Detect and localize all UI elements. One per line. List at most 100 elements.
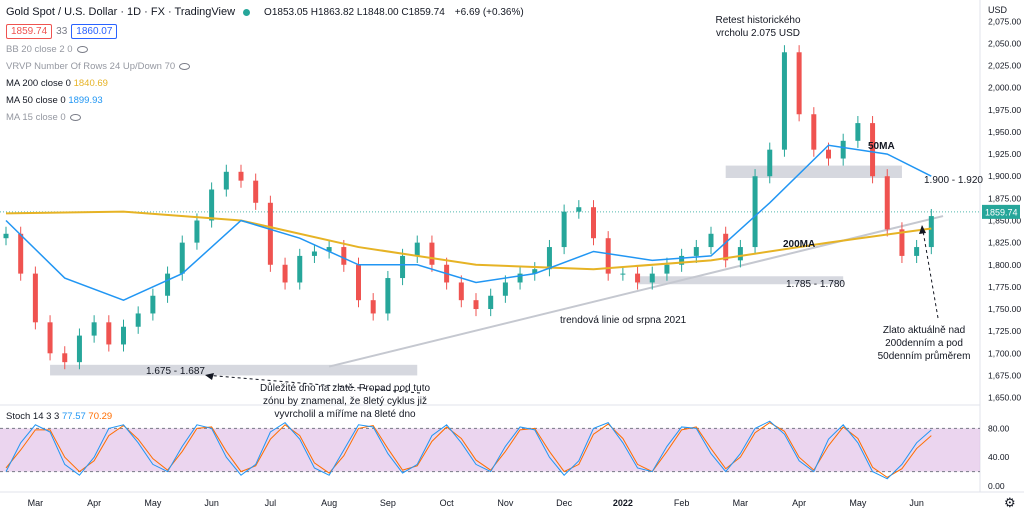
- candle-body: [135, 313, 141, 327]
- ohlc-values: O1853.05 H1863.82 L1848.00 C1859.74: [264, 6, 445, 18]
- currency-label[interactable]: USD: [988, 5, 1008, 15]
- stoch-legend[interactable]: Stoch 14 3 3 77.57 70.29: [6, 411, 112, 422]
- candle-body: [855, 123, 861, 141]
- y-tick-label: 1,700.00: [988, 348, 1021, 358]
- candle-body: [473, 300, 479, 310]
- candle-body: [121, 326, 126, 345]
- candle-body: [546, 247, 552, 270]
- sell-button[interactable]: 1859.74: [6, 24, 53, 39]
- candle-body: [605, 238, 611, 274]
- annotation-right-note: Zlato aktuálně nad 200denním a pod 50den…: [877, 325, 971, 362]
- right-note-arrow: [921, 224, 939, 319]
- stoch-tick-label: 80.00: [988, 423, 1010, 433]
- candle-body: [76, 335, 82, 363]
- candle-body: [194, 220, 200, 243]
- x-tick-label: Mar: [733, 498, 749, 508]
- hidden-eye-icon[interactable]: [69, 113, 81, 121]
- trade-buttons: 1859.74 33 1860.07: [6, 24, 118, 39]
- hidden-eye-icon[interactable]: [179, 62, 191, 70]
- zone-1785-1780: [637, 276, 844, 285]
- candle-body: [297, 255, 303, 283]
- y-tick-label: 1,850.00: [988, 215, 1021, 225]
- y-tick-label: 1,675.00: [988, 370, 1021, 380]
- candle-body: [47, 322, 53, 354]
- candle-body: [414, 242, 420, 256]
- y-tick-label: 1,750.00: [988, 304, 1021, 314]
- ma200-line: [5, 210, 932, 271]
- x-tick-label: Nov: [497, 498, 514, 508]
- indicator-ma15[interactable]: MA 15 close 0: [6, 112, 81, 123]
- indicator-ma15-label: MA 15 close 0: [6, 112, 66, 123]
- gear-icon[interactable]: ⚙: [1004, 495, 1016, 510]
- chart-header: Gold Spot / U.S. Dollar · 1D · FX · Trad…: [0, 0, 980, 130]
- annotation-ma200: 200MA: [783, 239, 816, 250]
- indicator-vrvp[interactable]: VRVP Number Of Rows 24 Up/Down 70: [6, 61, 191, 72]
- candle-body: [752, 176, 758, 248]
- y-tick-label: 2,050.00: [988, 38, 1021, 48]
- candle-body: [679, 255, 685, 265]
- indicator-ma50[interactable]: MA 50 close 0 1899.93: [6, 95, 103, 106]
- candle-body: [165, 273, 171, 296]
- annotation-zone-1900: 1.900 - 1.920: [924, 175, 983, 186]
- stoch-k-line: [5, 420, 932, 480]
- candle-body: [238, 171, 244, 181]
- y-tick-label: 1,650.00: [988, 393, 1021, 403]
- y-tick-label: 1,925.00: [988, 149, 1021, 159]
- x-tick-label: Dec: [556, 498, 573, 508]
- candle-body: [517, 273, 523, 283]
- hidden-eye-icon[interactable]: [76, 45, 88, 53]
- candle-body: [356, 264, 361, 301]
- x-tick-label: Jun: [909, 498, 924, 508]
- candle-body: [502, 282, 508, 296]
- candle-body: [429, 242, 435, 265]
- annotation-bottom-note: Důležité dno na zlatě. Propad pod tuto z…: [259, 383, 431, 420]
- candle-body: [576, 207, 582, 212]
- candle-body: [737, 247, 743, 261]
- candle-body: [840, 140, 846, 159]
- y-tick-label: 1,800.00: [988, 260, 1021, 270]
- candle-body: [928, 216, 934, 248]
- candle-body: [884, 176, 890, 230]
- candle-body: [767, 149, 773, 177]
- candle-body: [458, 282, 464, 301]
- y-tick-label: 1,725.00: [988, 326, 1021, 336]
- candle-body: [326, 247, 332, 252]
- candle-body: [899, 229, 905, 256]
- x-tick-label: May: [144, 498, 162, 508]
- x-tick-label: May: [849, 498, 867, 508]
- annotation-zone-1675: 1.675 - 1.687: [146, 366, 205, 377]
- candle-body: [635, 273, 641, 283]
- candle-body: [311, 251, 317, 256]
- candle-body: [18, 233, 24, 274]
- annotation-retest: Retest historického vrcholu 2.075 USD: [715, 15, 801, 39]
- y-tick-label: 2,075.00: [988, 16, 1021, 26]
- candle-body: [267, 202, 273, 265]
- candle-body: [106, 322, 112, 345]
- stoch-tick-label: 40.00: [988, 452, 1010, 462]
- candle-body: [32, 273, 38, 323]
- candle-body: [620, 273, 626, 275]
- indicator-bb[interactable]: BB 20 close 2 0: [6, 44, 88, 55]
- candle-body: [62, 353, 68, 363]
- indicator-ma200[interactable]: MA 200 close 0 1840.69: [6, 78, 108, 89]
- indicator-ma50-value: 1899.93: [68, 95, 103, 106]
- candle-body: [723, 233, 729, 261]
- y-tick-label: 1,950.00: [988, 127, 1021, 137]
- buy-button[interactable]: 1860.07: [71, 24, 118, 39]
- candle-body: [870, 123, 876, 177]
- candle-body: [664, 264, 670, 274]
- candle-body: [811, 114, 817, 150]
- indicator-ma200-value: 1840.69: [73, 78, 108, 89]
- y-tick-label: 1,875.00: [988, 193, 1021, 203]
- candle-body: [532, 269, 538, 274]
- stoch-label: Stoch 14 3 3: [6, 411, 60, 422]
- x-tick-label: Apr: [87, 498, 101, 508]
- stoch-tick-label: 0.00: [988, 481, 1005, 491]
- symbol-title[interactable]: Gold Spot / U.S. Dollar · 1D · FX · Trad…: [6, 6, 236, 18]
- candle-body: [781, 52, 787, 150]
- candle-body: [253, 180, 259, 203]
- y-tick-label: 1,975.00: [988, 105, 1021, 115]
- x-tick-label: Feb: [674, 498, 690, 508]
- indicator-bb-label: BB 20 close 2 0: [6, 44, 73, 55]
